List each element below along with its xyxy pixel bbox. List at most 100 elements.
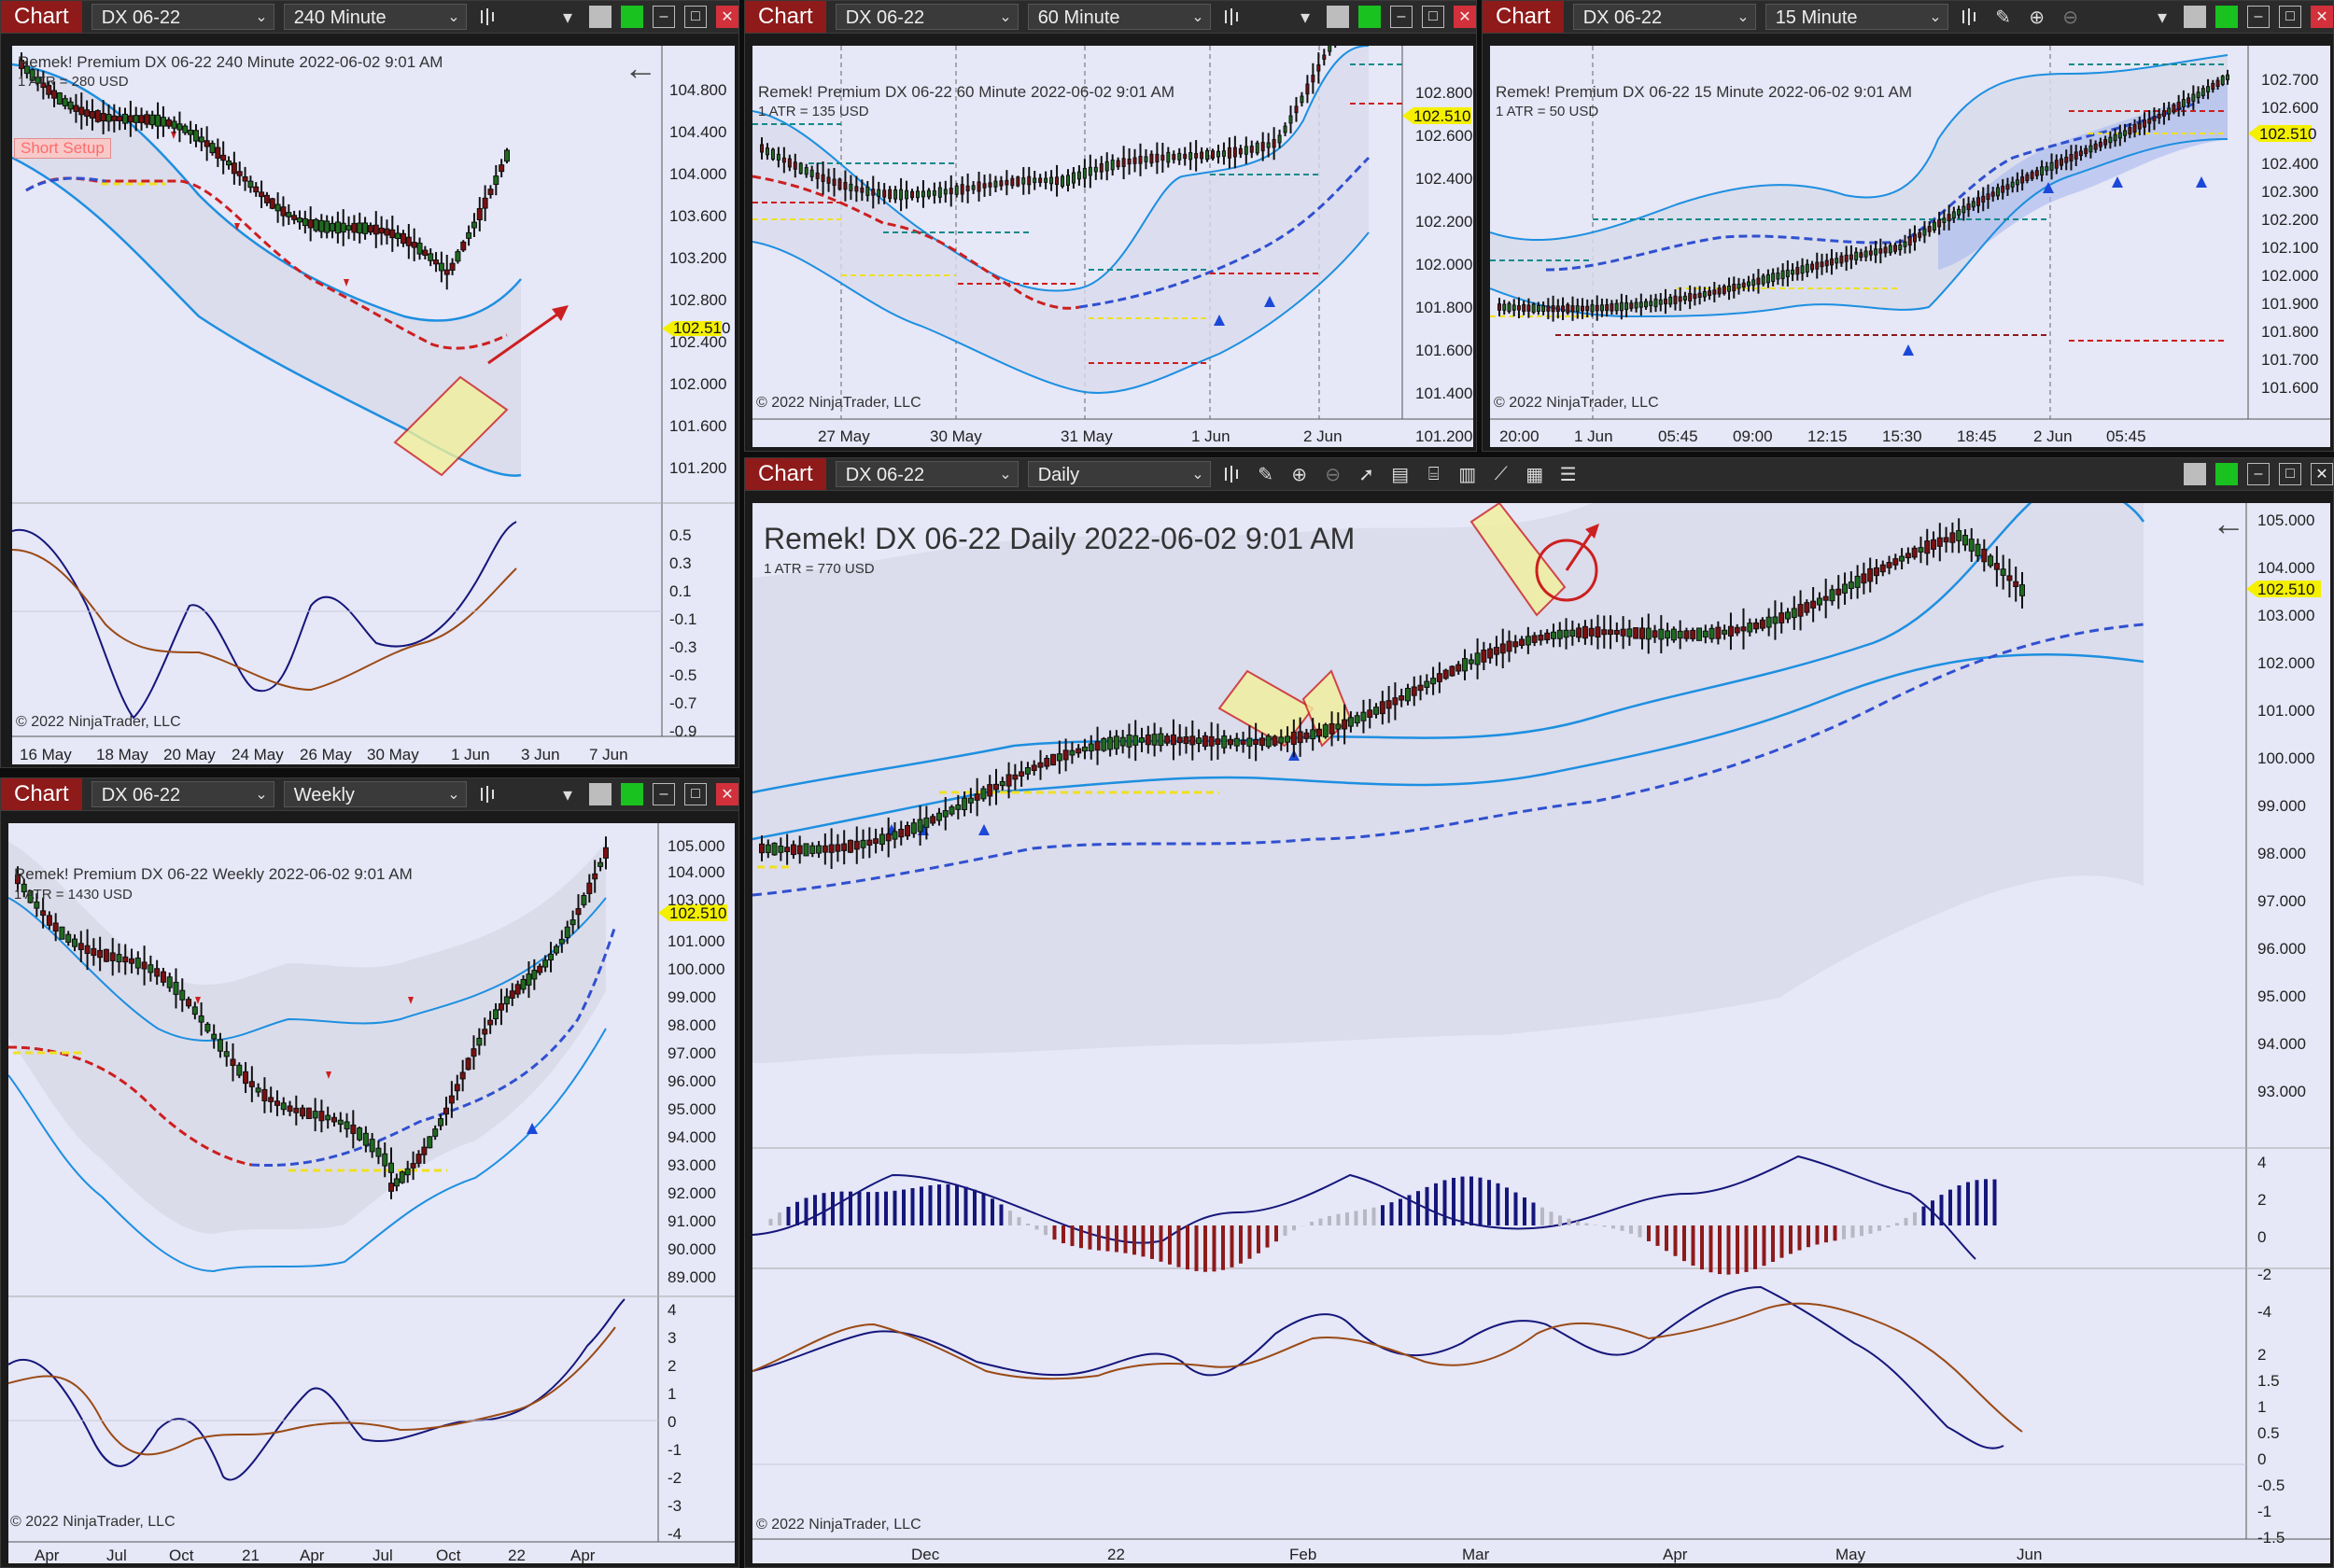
short-setup-badge: Short Setup [14, 138, 111, 159]
candle-body [293, 1107, 300, 1113]
bar-type-icon[interactable] [1958, 5, 1982, 29]
candle-body [926, 189, 931, 198]
candle-body [1888, 245, 1892, 254]
interval-select[interactable]: 60 Minute ⌄ [1027, 4, 1211, 30]
interval-select[interactable]: Daily ⌄ [1027, 461, 1211, 487]
caret-down-icon[interactable]: ▾ [2157, 7, 2168, 28]
y-tick: 101.700 [2261, 351, 2318, 369]
window-color-button[interactable] [2215, 6, 2238, 28]
candle-body [1525, 636, 1531, 646]
interval-select[interactable]: 240 Minute ⌄ [283, 4, 467, 30]
close-button[interactable]: ✕ [2311, 463, 2333, 485]
zoom-in-icon[interactable]: ⊕ [1291, 464, 1308, 485]
close-button[interactable]: ✕ [1454, 6, 1476, 28]
list-icon[interactable]: ☰ [1559, 464, 1577, 485]
candle-body [274, 203, 281, 212]
zoom-out-icon[interactable]: ⊖ [2062, 7, 2079, 28]
candle-body [176, 123, 183, 131]
bar-type-icon[interactable] [476, 782, 500, 806]
close-button[interactable]: ✕ [2311, 6, 2333, 28]
instrument-select[interactable]: DX 06-22 ⌄ [91, 4, 274, 30]
candle-body [111, 115, 118, 121]
chart-tab[interactable]: Chart [1483, 1, 1564, 33]
window-color-button[interactable] [621, 6, 643, 28]
osc-tick: 1 [2257, 1398, 2266, 1416]
candle-body [255, 1087, 261, 1093]
window-link-button[interactable] [2184, 6, 2206, 28]
maximize-button[interactable]: □ [1422, 6, 1444, 28]
candle-body [1155, 153, 1160, 163]
instrument-select[interactable]: DX 06-22 ⌄ [835, 461, 1019, 487]
maximize-button[interactable]: □ [684, 783, 707, 805]
minimize-button[interactable]: – [1390, 6, 1413, 28]
candle-body [51, 90, 58, 99]
draw-pencil-icon[interactable]: ✎ [1995, 7, 2012, 28]
window-color-button[interactable] [1358, 6, 1381, 28]
caret-down-icon[interactable]: ▾ [562, 7, 573, 28]
candle-body [2181, 99, 2186, 107]
plot-area-15min[interactable]: 102.510 102.700 102.600 102.400 102.300 … [1490, 46, 2330, 447]
window-color-button[interactable] [2215, 463, 2238, 485]
chart-tab[interactable]: Chart [745, 458, 826, 490]
bar-type-icon[interactable] [476, 5, 500, 29]
minimize-button[interactable]: – [653, 6, 675, 28]
zoom-out-icon[interactable]: ⊖ [1325, 464, 1342, 485]
back-arrow-icon[interactable]: ← [2212, 504, 2245, 542]
window-link-button[interactable] [589, 6, 612, 28]
plot-area-60min[interactable]: 102.510 102.800 102.600 102.400 102.200 … [752, 46, 1473, 447]
interval-select[interactable]: 15 Minute ⌄ [1765, 4, 1948, 30]
maximize-button[interactable]: □ [684, 6, 707, 28]
interval-select[interactable]: Weekly ⌄ [283, 781, 467, 807]
candle-body [188, 129, 194, 135]
strategies-icon[interactable]: ⟋ [1494, 463, 1508, 484]
window-link-button[interactable] [1327, 6, 1349, 28]
candle-body [287, 1105, 293, 1113]
instrument-select[interactable]: DX 06-22 ⌄ [91, 781, 274, 807]
instrument-select[interactable]: DX 06-22 ⌄ [1572, 4, 1756, 30]
candle-body [1107, 736, 1114, 750]
chart-tab[interactable]: Chart [745, 1, 826, 33]
caret-down-icon[interactable]: ▾ [1300, 7, 1311, 28]
minimize-button[interactable]: – [2247, 6, 2270, 28]
chart-tab[interactable]: Chart [1, 778, 82, 810]
plot-area-weekly[interactable]: 102.510 105.000 104.000 103.000 101.000 … [8, 823, 735, 1563]
back-arrow-icon[interactable]: ← [624, 49, 657, 87]
bar-type-icon[interactable] [1220, 5, 1244, 29]
x-tick: May [1835, 1546, 1866, 1563]
plot-area-daily[interactable]: ← 102.510 105.000 104.000 103.000 102.00… [752, 503, 2330, 1563]
minimize-button[interactable]: – [653, 783, 675, 805]
properties-icon[interactable]: ▦ [1526, 464, 1544, 485]
draw-pencil-icon[interactable]: ✎ [1258, 464, 1274, 485]
minimize-button[interactable]: – [2247, 463, 2270, 485]
candle-body [2215, 79, 2220, 88]
instrument-select[interactable]: DX 06-22 ⌄ [835, 4, 1019, 30]
candle-body [581, 894, 587, 905]
candle-body [388, 1162, 394, 1173]
pointer-icon[interactable]: ➚ [1358, 464, 1375, 485]
window-color-button[interactable] [621, 783, 643, 805]
x-tick: 2 Jun [1303, 427, 1343, 445]
caret-down-icon[interactable]: ▾ [562, 784, 573, 805]
candle-body [514, 984, 521, 995]
plot-area-240min[interactable]: ← 104.800 104.400 104.000 103.600 103.20… [12, 46, 735, 764]
templates-icon[interactable]: ⌸ [1427, 463, 1440, 484]
chart-tab[interactable]: Chart [1, 1, 82, 33]
candle-body [1160, 154, 1165, 161]
candle-body [1188, 152, 1193, 161]
osc-tick: 2 [668, 1357, 676, 1375]
y-tick: 102.800 [669, 291, 726, 309]
close-button[interactable]: ✕ [716, 6, 738, 28]
maximize-button[interactable]: □ [2279, 463, 2301, 485]
close-button[interactable]: ✕ [716, 783, 738, 805]
maximize-button[interactable]: □ [2279, 6, 2301, 28]
data-box-icon[interactable]: ▤ [1391, 464, 1410, 485]
candle-body [2045, 166, 2049, 172]
zoom-in-icon[interactable]: ⊕ [2029, 7, 2046, 28]
bar-type-icon[interactable] [1220, 462, 1244, 486]
window-link-button[interactable] [589, 783, 612, 805]
candle-body [586, 882, 593, 894]
candle-body [828, 844, 835, 853]
window-link-button[interactable] [2184, 463, 2206, 485]
candle-body [853, 840, 860, 850]
indicators-icon[interactable]: ▥ [1458, 464, 1477, 485]
